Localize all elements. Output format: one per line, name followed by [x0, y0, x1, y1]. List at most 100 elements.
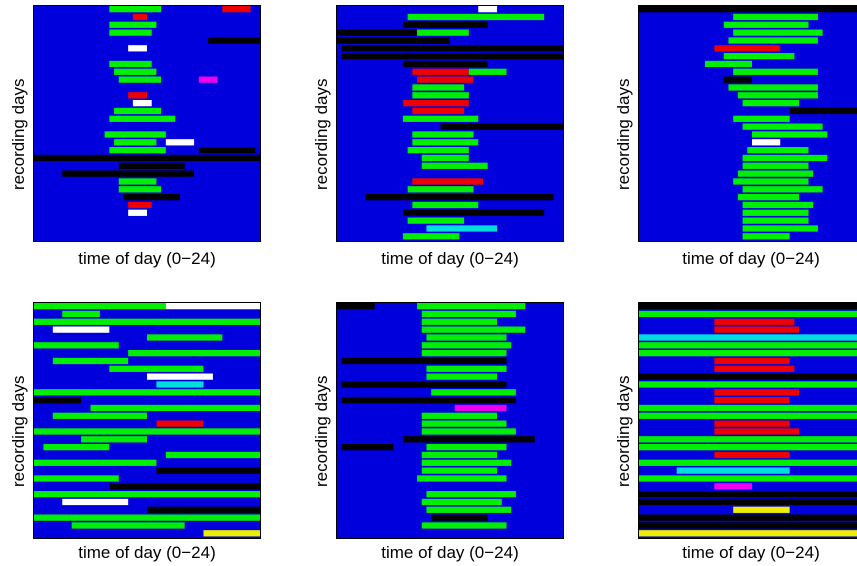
heatmap-band [639, 303, 857, 310]
heatmap-band [742, 100, 800, 107]
heatmap-band [426, 365, 507, 372]
heatmap-band [639, 522, 857, 529]
heatmap-band [789, 107, 857, 115]
heatmap-band [742, 217, 809, 224]
heatmap-band [109, 29, 152, 36]
heatmap-band [109, 60, 152, 68]
heatmap-band [639, 381, 857, 388]
heatmap-band [109, 115, 176, 122]
heatmap-band [639, 412, 857, 419]
heatmap-band [165, 451, 260, 459]
heatmap-band [639, 514, 857, 521]
heatmap-plot-3 [638, 5, 857, 242]
heatmap-band [114, 68, 157, 75]
heatmap-band [165, 303, 260, 310]
heatmap-svg-6 [639, 303, 857, 538]
heatmap-band [128, 350, 260, 357]
heatmap-band [417, 303, 526, 310]
heatmap-band [417, 76, 474, 83]
heatmap-band [421, 420, 507, 427]
heatmap-band [62, 170, 195, 177]
heatmap-band [421, 350, 507, 357]
heatmap-band [62, 498, 129, 506]
heatmap-band [156, 467, 260, 474]
x-axis-label-5: time of day (0−24) [381, 543, 519, 562]
heatmap-band [421, 459, 512, 466]
heatmap-band [198, 147, 256, 154]
heatmap-band [714, 483, 752, 490]
heatmap-band [222, 6, 251, 13]
heatmap-band [714, 389, 800, 396]
heatmap-band [421, 428, 516, 435]
heatmap-band [109, 147, 166, 154]
heatmap-band [714, 451, 790, 459]
heatmap-band [34, 459, 157, 466]
heatmap-band [426, 444, 507, 451]
heatmap-band [639, 436, 857, 443]
heatmap-band [417, 475, 507, 482]
heatmap-band [676, 467, 790, 474]
heatmap-svg-3 [639, 6, 857, 241]
heatmap-band [109, 365, 204, 372]
heatmap-band [417, 29, 469, 36]
heatmap-band [639, 6, 857, 13]
y-axis-label-1: recording days [9, 78, 28, 190]
heatmap-band [114, 139, 157, 146]
heatmap-band [454, 404, 507, 412]
heatmap-band [742, 123, 823, 130]
heatmap-band [128, 92, 147, 99]
heatmap-band [733, 506, 790, 513]
heatmap-band [118, 178, 157, 185]
heatmap-band [407, 147, 469, 154]
heatmap-band [118, 76, 162, 83]
heatmap-band [34, 342, 119, 349]
heatmap-band [426, 491, 516, 498]
heatmap-band [34, 154, 260, 162]
heatmap-band [421, 522, 507, 529]
heatmap-band [639, 475, 857, 482]
heatmap-band [639, 350, 857, 357]
heatmap-band [412, 131, 474, 138]
heatmap-band [639, 334, 857, 341]
heatmap-band [742, 154, 828, 162]
heatmap-band [118, 162, 185, 169]
heatmap-band [341, 45, 563, 52]
heatmap-band [402, 233, 460, 240]
heatmap-svg-1 [34, 6, 260, 241]
heatmap-band [421, 326, 526, 333]
heatmap-band [742, 201, 814, 209]
y-axis-label-3: recording days [614, 78, 633, 190]
heatmap-band [203, 530, 260, 537]
heatmap-band [71, 522, 185, 529]
heatmap-band [639, 310, 857, 318]
heatmap-band [421, 412, 498, 419]
heatmap-band [156, 381, 204, 388]
heatmap-band [421, 318, 498, 325]
heatmap-band [34, 397, 82, 404]
heatmap-band [402, 209, 545, 216]
x-axis-label-1: time of day (0−24) [78, 249, 216, 268]
heatmap-band [109, 21, 157, 28]
heatmap-band [412, 92, 469, 99]
x-axis-label-2: time of day (0−24) [381, 249, 519, 268]
heatmap-band [723, 21, 809, 28]
heatmap-band [752, 131, 828, 138]
heatmap-band [365, 194, 554, 201]
heatmap-plot-5 [336, 302, 564, 539]
heatmap-svg-4 [34, 303, 260, 538]
heatmap-band [478, 6, 498, 13]
heatmap-band [742, 233, 790, 240]
heatmap-band [34, 514, 260, 521]
heatmap-band [81, 436, 147, 443]
heatmap-band [733, 68, 818, 75]
heatmap-band [34, 475, 119, 482]
heatmap-band [639, 498, 857, 506]
heatmap-band [402, 436, 535, 443]
heatmap-band [468, 68, 507, 75]
heatmap-band [147, 373, 213, 380]
heatmap-band [337, 29, 418, 36]
heatmap-band [52, 326, 110, 333]
heatmap-band [431, 514, 488, 521]
heatmap-band [402, 60, 488, 68]
heatmap-band [90, 404, 260, 412]
